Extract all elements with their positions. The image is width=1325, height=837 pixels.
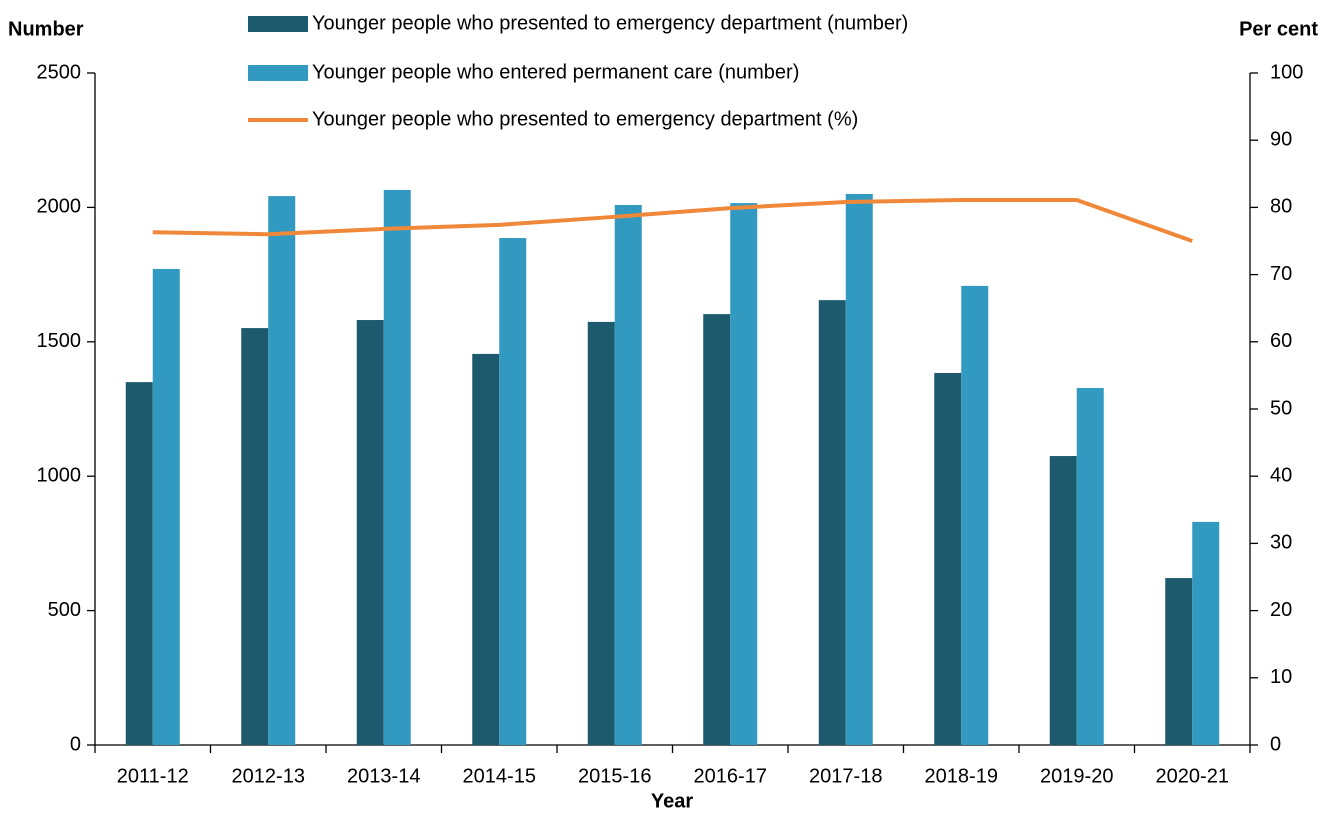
bar xyxy=(934,372,962,745)
y2-tick-label: 80 xyxy=(1270,196,1292,218)
bar xyxy=(587,321,615,745)
bar xyxy=(961,285,989,745)
x-tick-label: 2016-17 xyxy=(694,765,767,787)
bar xyxy=(1165,578,1193,745)
x-tick-label: 2015-16 xyxy=(578,765,651,787)
x-tick-label: 2012-13 xyxy=(232,765,305,787)
y2-tick-label: 60 xyxy=(1270,330,1292,352)
legend-label: Younger people who entered permanent car… xyxy=(312,61,799,83)
bar xyxy=(356,320,384,745)
y-tick-label: 1500 xyxy=(37,330,82,352)
bar xyxy=(472,353,500,745)
y2-tick-label: 90 xyxy=(1270,128,1292,150)
y2-tick-label: 70 xyxy=(1270,263,1292,285)
y2-tick-label: 10 xyxy=(1270,666,1292,688)
y-tick-label: 500 xyxy=(48,599,81,621)
bar xyxy=(845,193,873,745)
bar xyxy=(1076,388,1104,745)
legend-label: Younger people who presented to emergenc… xyxy=(312,12,908,34)
bar xyxy=(125,382,153,745)
bar xyxy=(152,268,180,745)
y2-tick-label: 100 xyxy=(1270,61,1303,83)
y2-tick-label: 30 xyxy=(1270,532,1292,554)
y-tick-label: 0 xyxy=(70,733,81,755)
bar xyxy=(241,328,269,745)
x-tick-label: 2014-15 xyxy=(463,765,536,787)
bar xyxy=(703,314,731,745)
x-tick-label: 2011-12 xyxy=(117,765,189,787)
y-tick-label: 1000 xyxy=(37,464,82,486)
y-tick-label: 2500 xyxy=(37,61,82,83)
y-tick-label: 2000 xyxy=(37,196,82,218)
x-tick-label: 2019-20 xyxy=(1040,765,1113,787)
bar xyxy=(818,300,846,745)
y2-tick-label: 40 xyxy=(1270,464,1292,486)
bar xyxy=(499,238,527,745)
legend-label: Younger people who presented to emergenc… xyxy=(312,108,858,130)
legend-swatch xyxy=(248,16,308,32)
y2-axis-label: Per cent xyxy=(1239,18,1318,40)
bar xyxy=(614,204,642,745)
x-tick-label: 2013-14 xyxy=(347,765,420,787)
y2-tick-label: 20 xyxy=(1270,599,1292,621)
line xyxy=(152,198,1193,243)
x-axis-label: Year xyxy=(651,790,693,812)
bar xyxy=(1192,521,1220,745)
x-tick-label: 2018-19 xyxy=(925,765,998,787)
bar xyxy=(1049,456,1077,745)
legend-swatch xyxy=(248,65,308,81)
y2-tick-label: 0 xyxy=(1270,733,1281,755)
y2-tick-label: 50 xyxy=(1270,397,1292,419)
x-tick-label: 2020-21 xyxy=(1156,765,1229,787)
x-tick-label: 2017-18 xyxy=(809,765,882,787)
bar xyxy=(730,203,758,746)
bar xyxy=(383,189,411,746)
bar xyxy=(268,196,296,745)
y-axis-label: Number xyxy=(8,18,84,40)
